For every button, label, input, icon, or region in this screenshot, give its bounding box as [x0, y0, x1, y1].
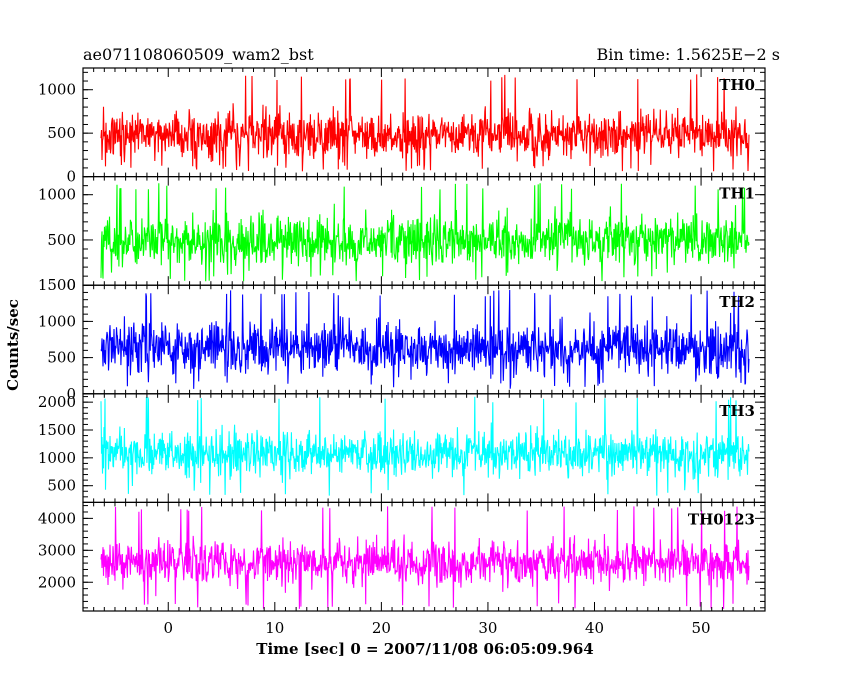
y-tick-label: 4000	[38, 509, 76, 527]
y-tick-label: 500	[47, 231, 76, 249]
y-tick-label: 2000	[38, 573, 76, 591]
panels-group: 0 500 1000 TH0 0 500 1000 TH1 0 500 1000 1500 TH2 500…	[38, 67, 766, 612]
chart-title-left: ae071108060509_wam2_bst	[83, 45, 314, 64]
y-tick-label: 0	[66, 168, 76, 186]
panel-th0123: 2000 3000 4000 TH0123	[38, 501, 766, 612]
y-tick-label: 1000	[38, 186, 76, 204]
y-tick-label: 500	[47, 477, 76, 495]
y-tick-label: 1000	[38, 81, 76, 99]
panel-label-th0123: TH0123	[688, 510, 755, 528]
panel-th0: 0 500 1000 TH0	[38, 67, 766, 186]
panel-th3: 500 1000 1500 2000 TH3	[38, 393, 766, 503]
x-tick-label: 10	[265, 619, 284, 637]
panel-th2: 0 500 1000 1500 TH2	[38, 276, 766, 403]
y-tick-label: 0	[66, 385, 76, 403]
y-tick-label: 500	[47, 124, 76, 142]
x-axis: 0 10 20 30 40 50	[163, 619, 710, 637]
y-tick-label: 1000	[38, 449, 76, 467]
panel-label-th3: TH3	[719, 402, 755, 420]
x-tick-label: 20	[372, 619, 391, 637]
y-tick-label: 1500	[38, 276, 76, 294]
panel-label-th0: TH0	[719, 76, 755, 94]
x-tick-label: 50	[692, 619, 711, 637]
x-tick-label: 40	[585, 619, 604, 637]
panel-th1: 0 500 1000 TH1	[38, 176, 766, 294]
series-line-th1	[100, 183, 750, 282]
chart-title-right: Bin time: 1.5625E−2 s	[597, 45, 780, 64]
panel-label-th1: TH1	[719, 185, 755, 203]
y-tick-label: 2000	[38, 393, 76, 411]
y-tick-label: 0	[66, 276, 76, 294]
y-tick-label: 500	[47, 349, 76, 367]
panel-label-th2: TH2	[719, 293, 755, 311]
series-line-th3	[100, 396, 750, 496]
x-axis-label: Time [sec] 0 = 2007/11/08 06:05:09.964	[256, 640, 593, 658]
series-line-th2	[100, 289, 750, 389]
series-line-th0123	[100, 506, 750, 609]
y-tick-label: 1000	[38, 312, 76, 330]
x-tick-label: 30	[478, 619, 497, 637]
y-tick-label: 3000	[38, 541, 76, 559]
y-axis-label: Counts/sec	[4, 299, 22, 391]
series-line-th0	[100, 74, 750, 172]
x-tick-label: 0	[163, 619, 173, 637]
y-tick-label: 1500	[38, 421, 76, 439]
